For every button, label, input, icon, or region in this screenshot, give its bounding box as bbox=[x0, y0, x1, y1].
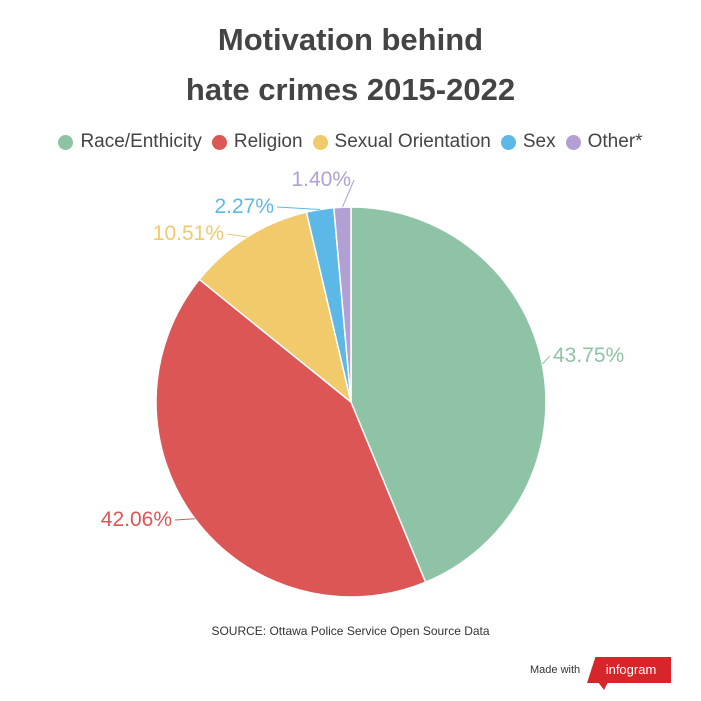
pie-slice[interactable] bbox=[155, 278, 427, 598]
infogram-logo[interactable]: infogram bbox=[587, 657, 671, 683]
legend-label: Race/Enthicity bbox=[80, 131, 202, 152]
leader-line bbox=[174, 518, 195, 521]
leader-line bbox=[341, 179, 355, 208]
leader-line bbox=[276, 206, 321, 210]
legend-item[interactable]: Religion bbox=[211, 131, 303, 153]
legend-marker bbox=[565, 134, 581, 150]
legend-label: Sexual Orientation bbox=[334, 131, 491, 152]
leader-line bbox=[226, 233, 248, 238]
pie-slice[interactable] bbox=[333, 206, 352, 403]
legend-item[interactable]: Sex bbox=[500, 131, 556, 153]
leader-line bbox=[541, 355, 551, 365]
legend-item[interactable]: Other* bbox=[565, 131, 643, 153]
legend-label: Other* bbox=[587, 131, 643, 152]
chart-title-line-2: hate crimes 2015-2022 bbox=[185, 72, 516, 107]
legend-marker bbox=[500, 134, 516, 150]
legend-marker bbox=[211, 134, 227, 150]
legend-label: Religion bbox=[233, 131, 303, 152]
data-label: 2.27% bbox=[214, 195, 274, 218]
legend-label: Sex bbox=[522, 131, 556, 152]
chart-title-line-1: Motivation behind bbox=[217, 22, 484, 57]
legend-item[interactable]: Race/Enthicity bbox=[58, 131, 202, 153]
infogram-logo-tail bbox=[598, 682, 608, 690]
legend-marker bbox=[312, 134, 328, 150]
source-note: SOURCE: Ottawa Police Service Open Sourc… bbox=[211, 624, 490, 638]
legend-marker bbox=[58, 134, 74, 150]
data-label: 1.40% bbox=[291, 168, 351, 191]
data-label: 10.51% bbox=[153, 222, 224, 245]
legend: Race/Enthicity Religion Sexual Orientation… bbox=[0, 131, 701, 153]
data-label: 43.75% bbox=[553, 344, 624, 367]
legend-item[interactable]: Sexual Orientation bbox=[312, 131, 491, 153]
data-label: 42.06% bbox=[101, 508, 172, 531]
made-with-text: Made with bbox=[530, 664, 581, 676]
pie-slice[interactable] bbox=[350, 206, 547, 584]
